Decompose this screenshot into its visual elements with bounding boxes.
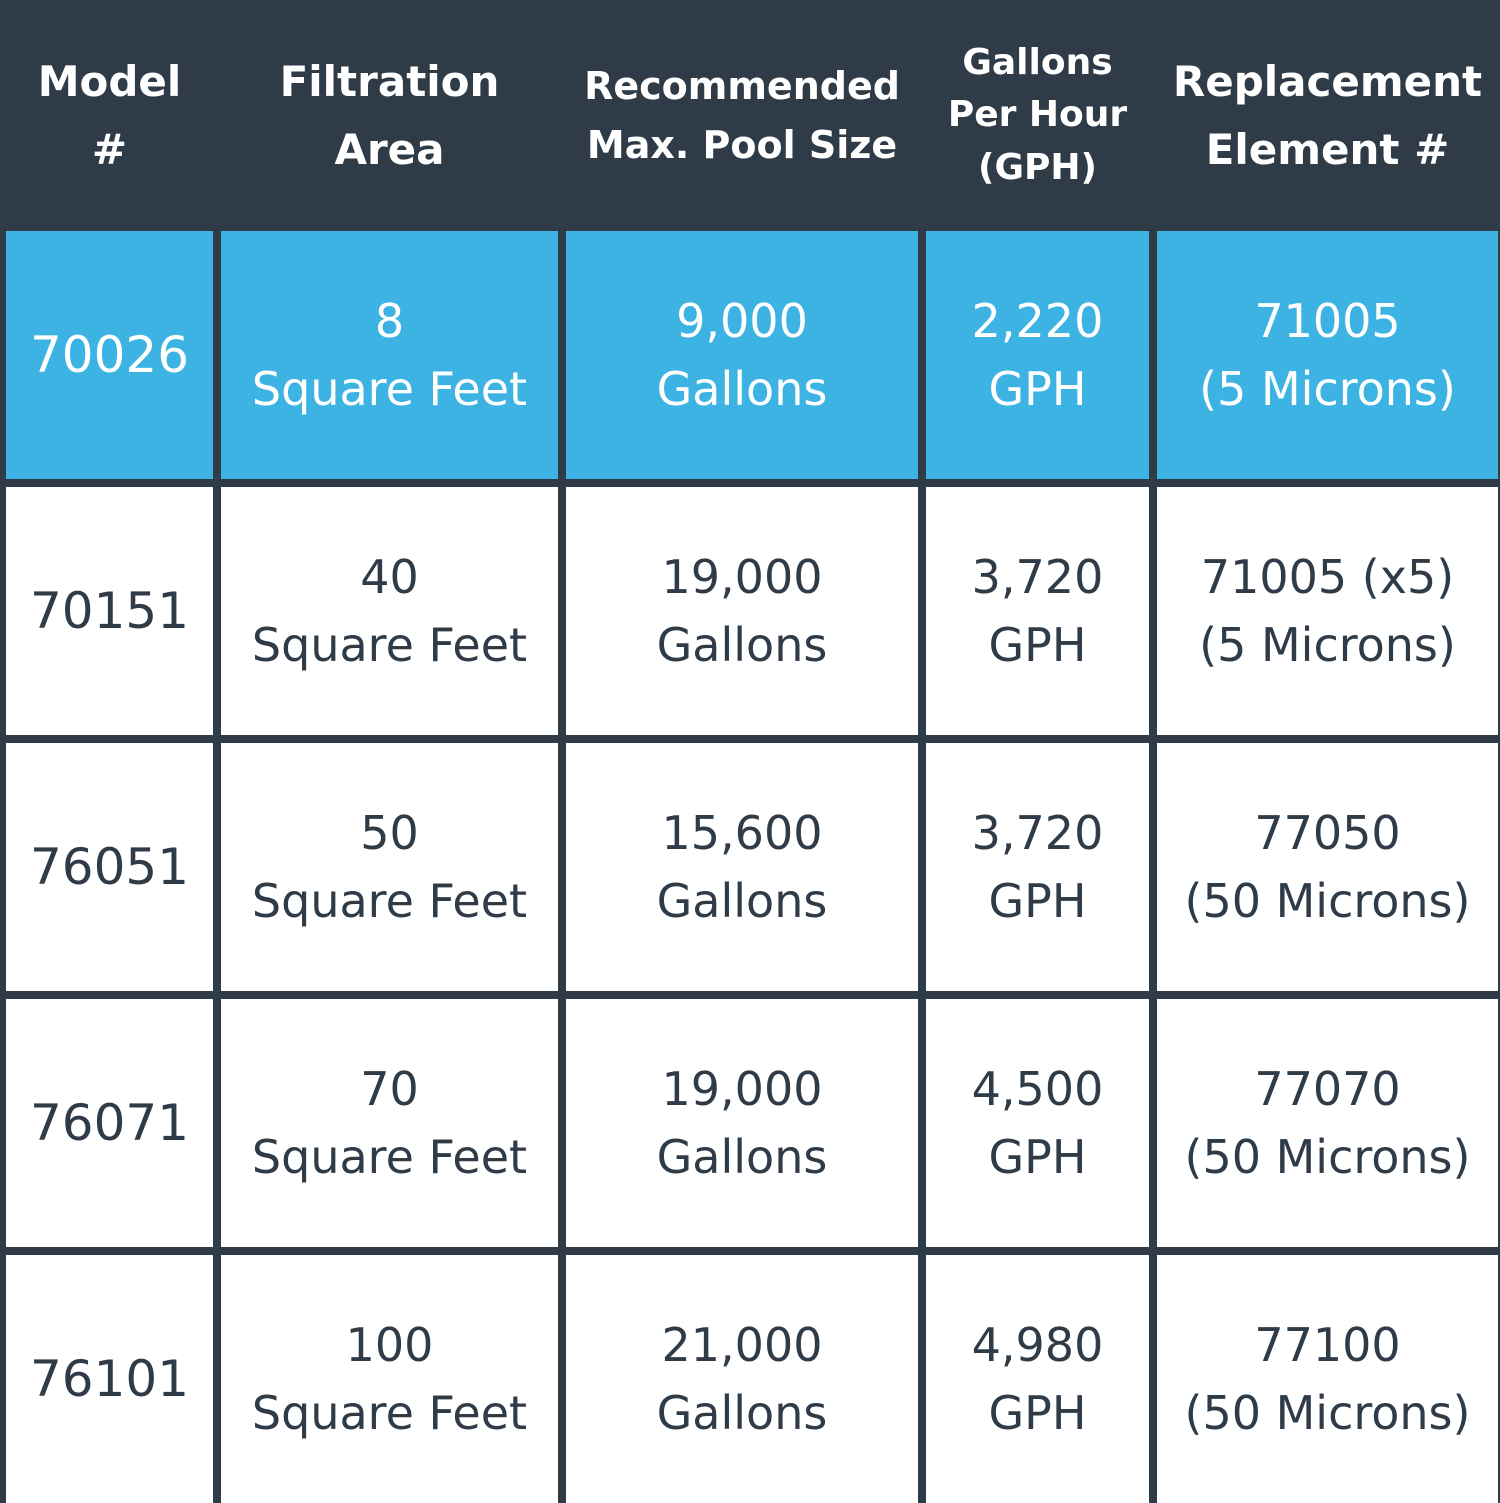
header-gph: Gallons Per Hour (GPH) bbox=[926, 8, 1149, 223]
gph-value: 2,220 bbox=[971, 293, 1104, 348]
gph-unit: GPH bbox=[988, 1130, 1087, 1184]
cell-filtration-area: 40 Square Feet bbox=[221, 487, 558, 735]
area-value: 40 bbox=[360, 549, 419, 604]
element-note: (5 Microns) bbox=[1199, 618, 1456, 672]
cell-pool-size: 15,600 Gallons bbox=[566, 743, 918, 991]
element-value: 71005 bbox=[1254, 293, 1401, 348]
model-number: 76051 bbox=[29, 838, 190, 896]
model-number: 76101 bbox=[29, 1350, 190, 1408]
pool-unit: Gallons bbox=[656, 874, 828, 928]
gph-unit: GPH bbox=[988, 362, 1087, 416]
area-unit: Square Feet bbox=[251, 618, 528, 672]
area-value: 100 bbox=[345, 1317, 434, 1372]
pool-value: 19,000 bbox=[661, 1061, 823, 1116]
cell-gph: 2,220 GPH bbox=[926, 231, 1149, 479]
header-model-line1: Model bbox=[37, 57, 182, 107]
gph-value: 4,980 bbox=[971, 1317, 1104, 1372]
cell-gph: 4,500 GPH bbox=[926, 999, 1149, 1247]
pool-value: 9,000 bbox=[676, 293, 808, 348]
pool-value: 21,000 bbox=[661, 1317, 823, 1372]
pool-unit: Gallons bbox=[656, 362, 828, 416]
element-value: 77050 bbox=[1254, 805, 1401, 860]
header-gph-line2: Per Hour bbox=[947, 94, 1128, 136]
header-filtration-line2: Area bbox=[334, 124, 445, 174]
model-number: 70151 bbox=[29, 582, 190, 640]
cell-gph: 4,980 GPH bbox=[926, 1255, 1149, 1503]
cell-model: 76051 bbox=[6, 743, 213, 991]
element-note: (5 Microns) bbox=[1199, 362, 1456, 416]
cell-replacement-element: 77100 (50 Microns) bbox=[1157, 1255, 1498, 1503]
cell-gph: 3,720 GPH bbox=[926, 487, 1149, 735]
area-unit: Square Feet bbox=[251, 874, 528, 928]
element-note: (50 Microns) bbox=[1184, 1130, 1471, 1184]
area-value: 70 bbox=[360, 1061, 419, 1116]
area-unit: Square Feet bbox=[251, 362, 528, 416]
cell-filtration-area: 50 Square Feet bbox=[221, 743, 558, 991]
header-element-line1: Replacement bbox=[1172, 57, 1483, 107]
header-filtration-area: Filtration Area bbox=[221, 8, 558, 223]
gph-unit: GPH bbox=[988, 618, 1087, 672]
cell-model: 70026 bbox=[6, 231, 213, 479]
pool-value: 19,000 bbox=[661, 549, 823, 604]
cell-model: 70151 bbox=[6, 487, 213, 735]
cell-replacement-element: 71005 (5 Microns) bbox=[1157, 231, 1498, 479]
element-value: 71005 (x5) bbox=[1200, 549, 1455, 604]
cell-filtration-area: 8 Square Feet bbox=[221, 231, 558, 479]
cell-gph: 3,720 GPH bbox=[926, 743, 1149, 991]
cell-filtration-area: 70 Square Feet bbox=[221, 999, 558, 1247]
header-gph-line3: (GPH) bbox=[978, 146, 1097, 188]
element-note: (50 Microns) bbox=[1184, 1386, 1471, 1440]
cell-replacement-element: 71005 (x5) (5 Microns) bbox=[1157, 487, 1498, 735]
header-pool-size: Recommended Max. Pool Size bbox=[566, 8, 918, 223]
cell-replacement-element: 77070 (50 Microns) bbox=[1157, 999, 1498, 1247]
header-element-line2: Element # bbox=[1205, 124, 1450, 174]
cell-replacement-element: 77050 (50 Microns) bbox=[1157, 743, 1498, 991]
cell-pool-size: 9,000 Gallons bbox=[566, 231, 918, 479]
header-pool-line1: Recommended bbox=[584, 63, 900, 108]
header-replacement-element: Replacement Element # bbox=[1157, 8, 1498, 223]
cell-pool-size: 19,000 Gallons bbox=[566, 999, 918, 1247]
element-value: 77070 bbox=[1254, 1061, 1401, 1116]
pool-value: 15,600 bbox=[661, 805, 823, 860]
model-number: 76071 bbox=[29, 1094, 190, 1152]
cell-model: 76071 bbox=[6, 999, 213, 1247]
header-model: Model # bbox=[6, 8, 213, 223]
gph-unit: GPH bbox=[988, 1386, 1087, 1440]
cell-model: 76101 bbox=[6, 1255, 213, 1503]
area-value: 8 bbox=[374, 293, 405, 348]
gph-unit: GPH bbox=[988, 874, 1087, 928]
header-gph-line1: Gallons bbox=[962, 42, 1113, 84]
pool-unit: Gallons bbox=[656, 1386, 828, 1440]
pool-unit: Gallons bbox=[656, 1130, 828, 1184]
area-value: 50 bbox=[360, 805, 419, 860]
gph-value: 3,720 bbox=[971, 549, 1104, 604]
area-unit: Square Feet bbox=[251, 1386, 528, 1440]
cell-filtration-area: 100 Square Feet bbox=[221, 1255, 558, 1503]
pool-unit: Gallons bbox=[656, 618, 828, 672]
element-value: 77100 bbox=[1254, 1317, 1401, 1372]
header-pool-line2: Max. Pool Size bbox=[586, 122, 898, 167]
gph-value: 4,500 bbox=[971, 1061, 1104, 1116]
model-number: 70026 bbox=[29, 326, 190, 384]
cell-pool-size: 19,000 Gallons bbox=[566, 487, 918, 735]
gph-value: 3,720 bbox=[971, 805, 1104, 860]
header-filtration-line1: Filtration bbox=[279, 57, 500, 107]
cell-pool-size: 21,000 Gallons bbox=[566, 1255, 918, 1503]
element-note: (50 Microns) bbox=[1184, 874, 1471, 928]
header-model-line2: # bbox=[91, 124, 128, 174]
area-unit: Square Feet bbox=[251, 1130, 528, 1184]
